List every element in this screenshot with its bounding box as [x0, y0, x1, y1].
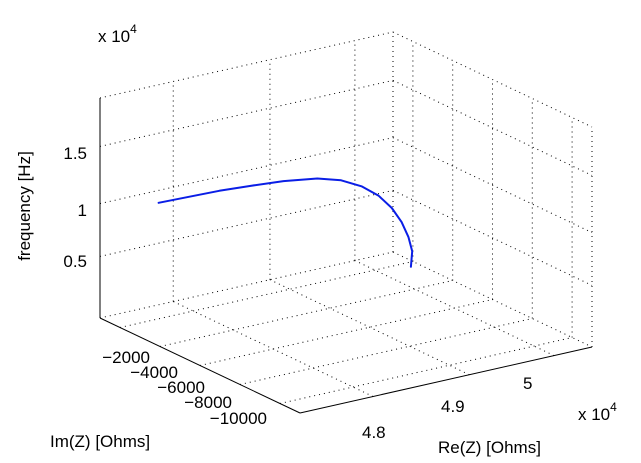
grid-line	[173, 301, 374, 397]
im-axis-title: Im(Z) [Ohms]	[50, 432, 150, 451]
re-tick-labels: 4.8 4.9 5	[362, 374, 532, 442]
grid-lines	[99, 31, 593, 404]
grid-line	[392, 189, 593, 286]
im-tick-labels: −2000 −4000 −6000 −8000 −10000	[102, 348, 267, 428]
grid-line	[392, 251, 593, 348]
grid-line	[159, 280, 453, 347]
grid-line	[99, 79, 394, 147]
im-tick-label: −8000	[184, 393, 232, 412]
re-axis-title: Re(Z) [Ohms]	[438, 438, 541, 457]
z-tick-label: 0.5	[63, 252, 87, 271]
re-tick-label: 5	[523, 374, 532, 393]
grid-line	[99, 189, 394, 257]
x-exponent-label: x 104	[578, 400, 617, 424]
grid-line	[269, 279, 470, 376]
grid-line	[392, 137, 593, 234]
axis-lines	[99, 98, 593, 414]
grid-line	[99, 31, 394, 99]
grid-line	[99, 137, 394, 205]
z-tick-label: 1.5	[63, 144, 87, 163]
z-axis-title: frequency [Hz]	[15, 151, 34, 261]
grid-line	[239, 318, 533, 385]
im-axis-line	[99, 317, 301, 414]
im-tick-label: −6000	[157, 378, 205, 397]
z-tick-labels: 0.5 1 1.5	[63, 144, 87, 271]
grid-line	[279, 337, 573, 404]
re-tick-label: 4.8	[362, 423, 386, 442]
grid-line	[99, 251, 394, 319]
z-exponent-label: x 104	[98, 22, 137, 46]
grid-line	[392, 31, 593, 128]
re-tick-label: 4.9	[441, 397, 465, 416]
im-tick-label: −10000	[210, 409, 267, 428]
grid-line	[119, 261, 414, 328]
grid-line	[392, 79, 593, 176]
z-tick-label: 1	[78, 201, 87, 220]
im-tick-label: −4000	[130, 363, 178, 382]
impedance-trace	[157, 177, 414, 268]
re-axis-line	[299, 346, 593, 414]
grid-line	[199, 299, 493, 366]
im-tick-label: −2000	[102, 348, 150, 367]
